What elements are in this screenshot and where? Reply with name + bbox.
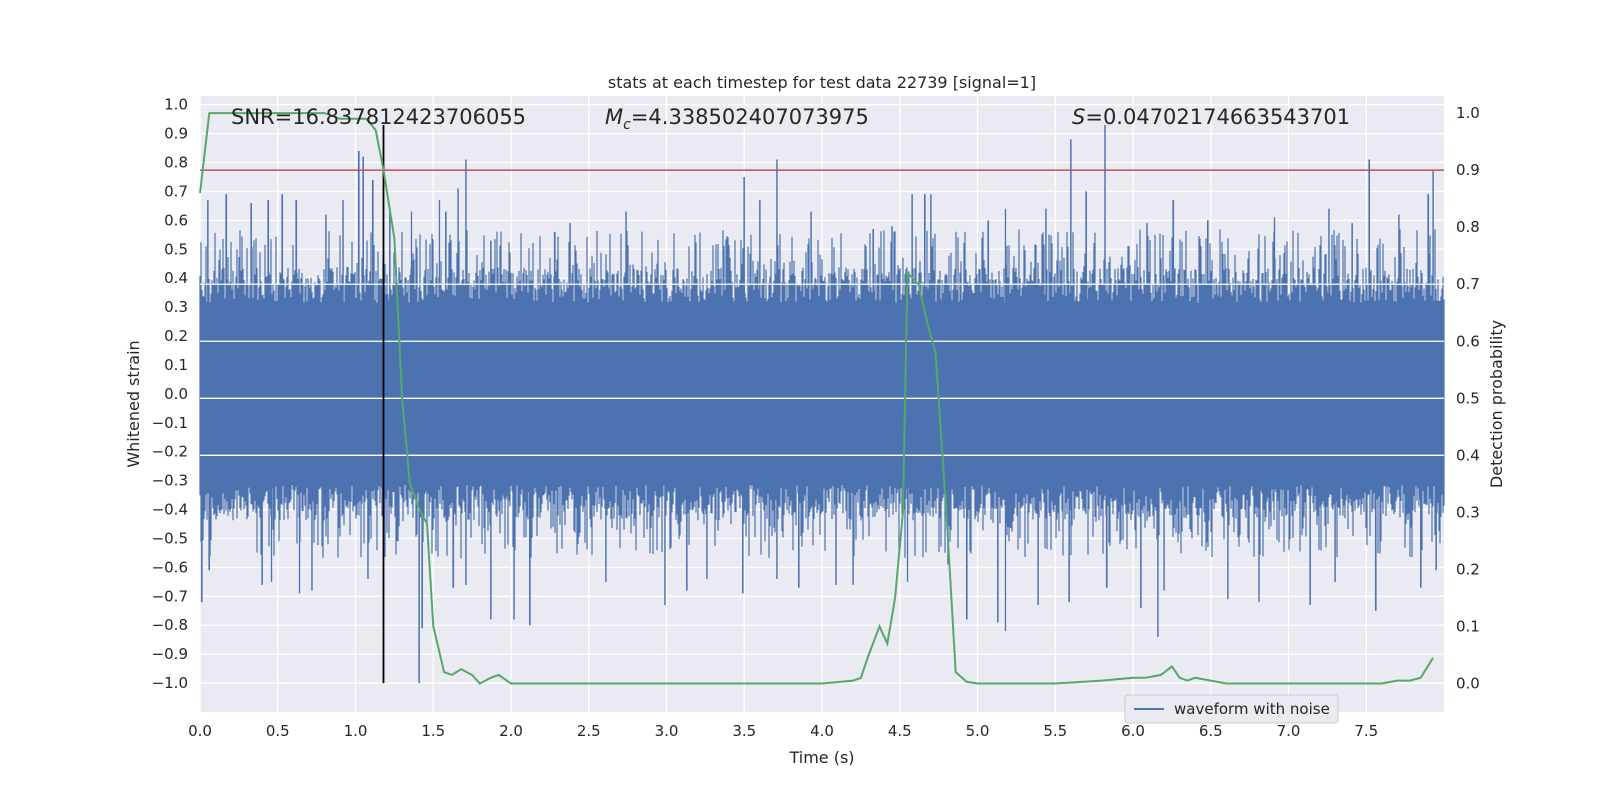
x-axis-label: Time (s) <box>788 748 854 767</box>
left-y-tick-label: 0.5 <box>164 240 188 258</box>
left-y-tick-label: −0.1 <box>152 414 188 432</box>
x-tick-label: 0.5 <box>266 722 290 740</box>
left-y-tick-label: −0.3 <box>152 472 188 490</box>
left-y-tick-label: −0.7 <box>152 587 188 605</box>
left-y-tick-label: 0.9 <box>164 125 188 143</box>
x-tick-label: 0.0 <box>188 722 212 740</box>
s-symbol: S <box>1072 105 1085 129</box>
left-y-tick-label: 0.8 <box>164 154 188 172</box>
left-y-tick-label: 0.7 <box>164 182 188 200</box>
chirp-mass-subscript: c <box>623 117 631 133</box>
probability-line <box>199 112 1434 685</box>
left-y-tick-label: 0.2 <box>164 327 188 345</box>
left-y-tick-label: 1.0 <box>164 96 188 114</box>
x-tick-label: 3.0 <box>655 722 679 740</box>
x-tick-label: 1.0 <box>344 722 368 740</box>
right-y-tick-label: 0.2 <box>1456 560 1480 578</box>
chirp-mass-annotation: Mc=4.338502407073975 <box>605 105 869 133</box>
chart-title: stats at each timestep for test data 227… <box>608 73 1036 92</box>
x-tick-label: 7.5 <box>1354 722 1378 740</box>
x-tick-label: 3.5 <box>732 722 756 740</box>
right-y-tick-label: 0.6 <box>1456 332 1480 350</box>
right-y-tick-label: 0.3 <box>1456 503 1480 521</box>
right-y-tick-label: 0.7 <box>1456 275 1480 293</box>
right-y-tick-label: 0.4 <box>1456 446 1480 464</box>
left-y-tick-label: −0.6 <box>152 558 188 576</box>
left-y-tick-label: −0.4 <box>152 501 188 519</box>
left-y-tick-label: 0.1 <box>164 356 188 374</box>
left-y-tick-label: 0.6 <box>164 211 188 229</box>
x-tick-label: 5.0 <box>966 722 990 740</box>
left-y-ticks: 1.0 0.9 0.8 0.7 0.6 0.5 0.4 0.3 0.2 0.1 0.0 −0.1 −0.… <box>152 96 188 692</box>
left-y-tick-label: −0.5 <box>152 529 188 547</box>
legend: waveform with noise <box>1124 694 1339 724</box>
s-annotation: S=0.04702174663543701 <box>1072 105 1350 129</box>
chirp-mass-symbol: M <box>605 105 623 129</box>
chirp-mass-value: =4.338502407073975 <box>631 105 869 129</box>
left-y-tick-label: 0.0 <box>164 385 188 403</box>
right-y-tick-label: 0.9 <box>1456 161 1480 179</box>
right-y-tick-label: 0.0 <box>1456 674 1480 692</box>
left-y-tick-label: 0.4 <box>164 269 188 287</box>
left-y-axis-label: Whitened strain <box>124 340 143 467</box>
x-tick-label: 1.5 <box>421 722 445 740</box>
x-tick-label: 6.5 <box>1199 722 1223 740</box>
waveform-series <box>199 124 1445 684</box>
left-y-tick-label: 0.3 <box>164 298 188 316</box>
x-tick-label: 7.0 <box>1277 722 1301 740</box>
left-y-tick-label: −0.9 <box>152 645 188 663</box>
x-tick-label: 2.0 <box>499 722 523 740</box>
left-y-tick-label: −1.0 <box>152 674 188 692</box>
probability-series <box>199 112 1434 685</box>
x-tick-label: 5.5 <box>1043 722 1067 740</box>
x-tick-label: 4.0 <box>810 722 834 740</box>
right-y-tick-label: 0.1 <box>1456 617 1480 635</box>
x-ticks: 0.0 0.5 1.0 1.5 2.0 2.5 3.0 3.5 4.0 4.5 5.0 5.5 6.0 6… <box>188 722 1378 740</box>
s-value: =0.04702174663543701 <box>1085 105 1350 129</box>
right-y-axis-label: Detection probability <box>1487 320 1506 488</box>
x-tick-label: 6.0 <box>1121 722 1145 740</box>
snr-annotation: SNR=16.837812423706055 <box>231 105 526 129</box>
right-y-tick-label: 0.5 <box>1456 389 1480 407</box>
legend-box <box>1124 694 1339 724</box>
legend-label-waveform: waveform with noise <box>1174 700 1330 718</box>
left-y-tick-label: −0.8 <box>152 616 188 634</box>
right-y-tick-label: 0.8 <box>1456 218 1480 236</box>
x-tick-label: 4.5 <box>888 722 912 740</box>
right-y-ticks: 1.0 0.9 0.8 0.7 0.6 0.5 0.4 0.3 0.2 0.1 0.0 <box>1456 104 1480 692</box>
left-y-tick-label: −0.2 <box>152 443 188 461</box>
right-y-tick-label: 1.0 <box>1456 104 1480 122</box>
x-tick-label: 2.5 <box>577 722 601 740</box>
